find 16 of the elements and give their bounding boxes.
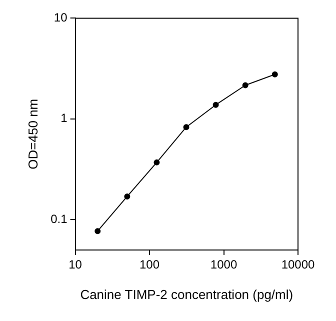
point [242, 82, 248, 88]
point [94, 228, 101, 234]
x-tick-label: 10 [68, 258, 82, 272]
x-tick-label: 100 [140, 258, 160, 272]
point [272, 71, 278, 78]
x-tick-label: 10000 [281, 258, 316, 272]
x-axis-title: Canine TIMP-2 concentration (pg/ml) [80, 286, 294, 302]
point [124, 193, 130, 200]
point [154, 159, 160, 166]
y-tick-label: 0.1 [50, 212, 68, 226]
y-tick-label: 1 [60, 111, 68, 126]
y-axis-title: OD=450 nm [25, 98, 40, 170]
point [212, 102, 219, 108]
x-tick-label: 1000 [210, 258, 238, 272]
y-tick-label: 10 [54, 10, 68, 25]
point [183, 124, 190, 130]
